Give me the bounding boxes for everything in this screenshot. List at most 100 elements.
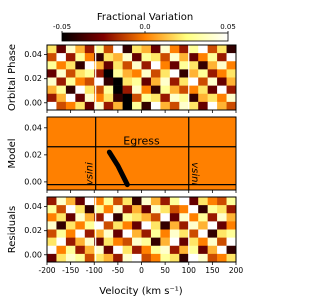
panel — [47, 197, 237, 263]
heatmap-cell — [122, 197, 133, 206]
heatmap-cell — [75, 245, 86, 255]
heatmap-cell — [75, 69, 86, 78]
heatmap-cell — [207, 213, 218, 222]
heatmap-cell — [94, 253, 104, 263]
y-tick-label: 0.04 — [24, 50, 42, 59]
y-axis-label: Orbital Phase — [7, 44, 18, 111]
heatmap-cell — [47, 237, 57, 247]
heatmap-cell — [113, 45, 123, 54]
heatmap-cell — [113, 197, 123, 206]
heatmap-cell — [84, 237, 95, 247]
heatmap-cell — [169, 69, 180, 78]
heatmap-cell — [75, 253, 86, 263]
heatmap-cell — [179, 101, 190, 111]
heatmap-cell — [56, 85, 67, 95]
heatmap-cell — [217, 77, 227, 86]
heatmap-cell — [160, 197, 171, 206]
heatmap-cell — [217, 45, 227, 54]
heatmap-cell — [160, 45, 171, 54]
heatmap-cell — [150, 45, 161, 54]
heatmap-cell — [56, 253, 67, 263]
x-tick-label: 150 — [205, 266, 220, 275]
heatmap-cell — [75, 229, 86, 238]
heatmap-cell — [56, 61, 67, 70]
heatmap-cell — [141, 221, 152, 230]
heatmap-cell — [141, 53, 152, 62]
heatmap-cell — [207, 45, 218, 54]
heatmap-cell — [179, 69, 190, 78]
x-tick-label: 100 — [182, 266, 197, 275]
x-tick-label: 0 — [139, 266, 144, 275]
heatmap-cell — [75, 85, 86, 95]
heatmap-cell — [217, 245, 227, 255]
heatmap-cell — [47, 69, 57, 78]
heatmap-cell — [217, 93, 227, 103]
heatmap-cell — [217, 61, 227, 70]
heatmap-cell — [113, 101, 123, 111]
heatmap-cell — [47, 45, 57, 54]
heatmap-cell — [169, 93, 180, 103]
heatmap-cell — [169, 221, 180, 230]
x-axis-label: Velocity (km s⁻¹) — [99, 286, 183, 297]
heatmap-cell — [207, 205, 218, 214]
heatmap-cell — [141, 197, 152, 206]
heatmap-cell — [65, 205, 76, 214]
heatmap-cell — [188, 229, 199, 238]
heatmap-cell — [160, 213, 171, 222]
heatmap-cell — [132, 237, 142, 247]
heatmap-cell — [198, 237, 208, 247]
heatmap-cell — [122, 85, 133, 95]
heatmap-cell — [217, 69, 227, 78]
heatmap-cell — [94, 93, 104, 103]
heatmap-cell — [132, 205, 142, 214]
heatmap-cell — [141, 237, 152, 247]
heatmap-cell — [198, 69, 208, 78]
heatmap-cell — [160, 221, 171, 230]
y-tick-label: 0.04 — [24, 123, 42, 132]
heatmap-cell — [132, 253, 142, 263]
heatmap-cell — [169, 53, 180, 62]
heatmap-cell — [179, 197, 190, 206]
heatmap-cell — [47, 205, 57, 214]
heatmap-cell — [217, 221, 227, 230]
heatmap-cell — [56, 93, 67, 103]
heatmap-cell — [103, 77, 114, 86]
heatmap-cell — [84, 53, 95, 62]
heatmap-cell — [132, 221, 142, 230]
heatmap-cell — [132, 69, 142, 78]
heatmap-cell — [103, 253, 114, 263]
heatmap-cell — [75, 45, 86, 54]
heatmap-cell — [226, 205, 237, 214]
heatmap-cell — [217, 237, 227, 247]
heatmap-cell — [150, 229, 161, 238]
heatmap-cell — [103, 53, 114, 62]
heatmap-cell — [207, 197, 218, 206]
heatmap-cell — [75, 101, 86, 111]
heatmap-cell — [150, 205, 161, 214]
heatmap-cell — [169, 101, 180, 111]
heatmap-cell — [150, 53, 161, 62]
y-tick-label: 0.00 — [24, 177, 42, 186]
heatmap-cell — [150, 85, 161, 95]
heatmap-cell — [75, 213, 86, 222]
heatmap-cell — [47, 101, 57, 111]
heatmap-cell — [198, 101, 208, 111]
heatmap-cell — [122, 77, 133, 86]
heatmap-cell — [94, 213, 104, 222]
heatmap-cell — [84, 85, 95, 95]
heatmap-cell — [160, 85, 171, 95]
heatmap-cell — [56, 245, 67, 255]
heatmap-cell — [94, 101, 104, 111]
heatmap-cell — [122, 101, 133, 111]
heatmap-cell — [150, 69, 161, 78]
heatmap-cell — [113, 253, 123, 263]
model-background — [47, 117, 236, 190]
heatmap-cell — [65, 69, 76, 78]
heatmap-cell — [217, 213, 227, 222]
heatmap-cell — [103, 45, 114, 54]
heatmap-cell — [56, 69, 67, 78]
y-tick-label: 0.02 — [24, 74, 42, 83]
heatmap-cell — [94, 197, 104, 206]
heatmap-cell — [198, 205, 208, 214]
heatmap-cell — [188, 93, 199, 103]
